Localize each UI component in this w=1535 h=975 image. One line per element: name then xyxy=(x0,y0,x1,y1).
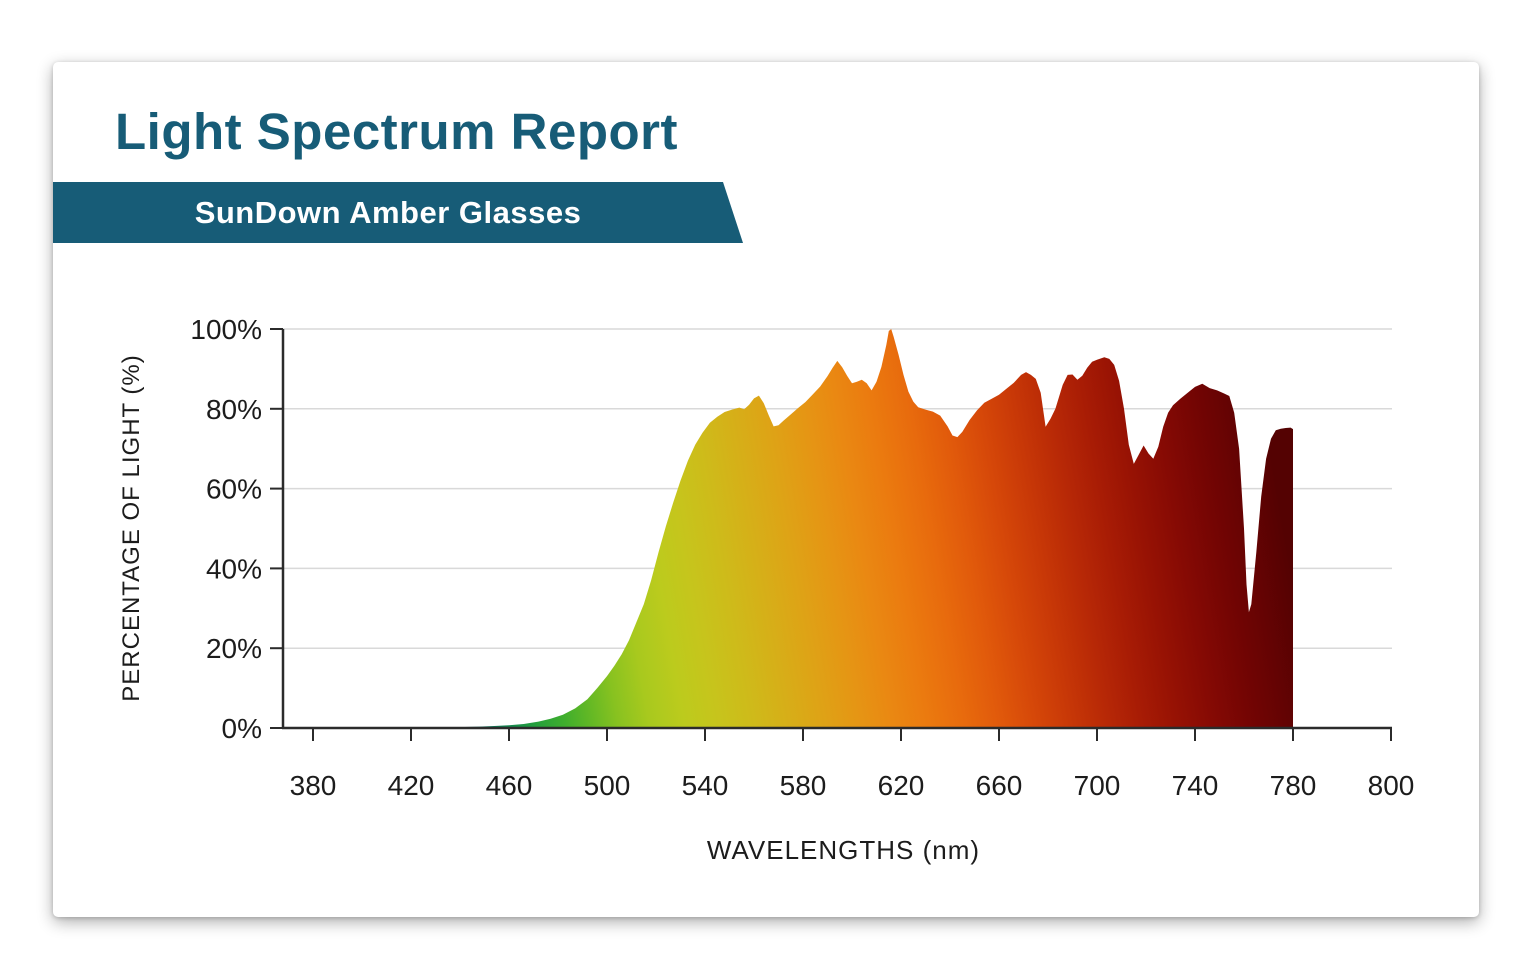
x-tick-label: 700 xyxy=(1074,770,1121,801)
y-tick-label: 100% xyxy=(190,314,262,345)
x-tick-label: 540 xyxy=(682,770,729,801)
y-tick-label: 20% xyxy=(206,633,262,664)
report-card: Light Spectrum Report SunDown Amber Glas… xyxy=(53,62,1479,917)
x-tick-label: 800 xyxy=(1368,770,1415,801)
x-tick-label: 740 xyxy=(1172,770,1219,801)
x-tick-label: 500 xyxy=(584,770,631,801)
x-tick-label: 580 xyxy=(780,770,827,801)
y-tick-label: 60% xyxy=(206,474,262,505)
product-banner: SunDown Amber Glasses xyxy=(53,182,743,243)
y-tick-label: 80% xyxy=(206,394,262,425)
y-tick-label: 40% xyxy=(206,553,262,584)
x-tick-label: 620 xyxy=(878,770,925,801)
x-tick-label: 460 xyxy=(486,770,533,801)
x-tick-label: 420 xyxy=(388,770,435,801)
x-tick-label: 380 xyxy=(290,770,337,801)
x-tick-label: 780 xyxy=(1270,770,1317,801)
product-banner-label: SunDown Amber Glasses xyxy=(194,195,582,230)
y-axis-title: PERCENTAGE OF LIGHT (%) xyxy=(118,354,145,701)
spectrum-area-chart: 0% 20% 40% 60% 80% 100% 380 420 460 500 540 580 620 6… xyxy=(53,62,1479,917)
x-axis-title: WAVELENGTHS (nm) xyxy=(707,835,980,865)
area-series xyxy=(313,329,1293,728)
x-tick-label: 660 xyxy=(976,770,1023,801)
chart-svg: 0% 20% 40% 60% 80% 100% 380 420 460 500 540 580 620 6… xyxy=(118,314,1415,865)
y-tick-label: 0% xyxy=(222,713,262,744)
page-title: Light Spectrum Report xyxy=(115,103,679,160)
